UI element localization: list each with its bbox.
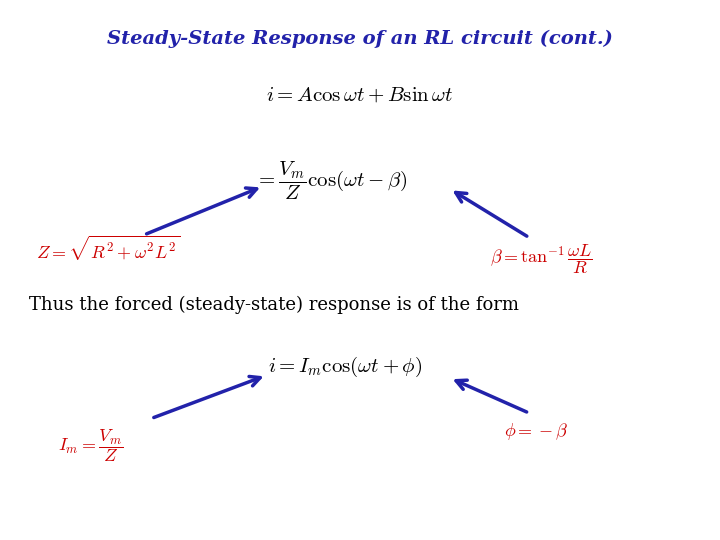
Text: $Z = \sqrt{R^2 + \omega^2 L^2}$: $Z = \sqrt{R^2 + \omega^2 L^2}$ [36, 234, 180, 263]
Text: Thus the forced (steady-state) response is of the form: Thus the forced (steady-state) response … [29, 296, 519, 314]
Text: $i = I_m\cos(\omega t + \phi)$: $i = I_m\cos(\omega t + \phi)$ [269, 355, 423, 379]
Text: $i = A\cos\omega t + B\sin\omega t$: $i = A\cos\omega t + B\sin\omega t$ [266, 84, 454, 105]
Text: $\beta = \tan^{-1}\dfrac{\omega L}{R}$: $\beta = \tan^{-1}\dfrac{\omega L}{R}$ [490, 242, 593, 276]
Text: $\phi = -\beta$: $\phi = -\beta$ [504, 422, 568, 442]
Text: Steady-State Response of an RL circuit (cont.): Steady-State Response of an RL circuit (… [107, 30, 613, 48]
Text: $= \dfrac{V_m}{Z}\cos(\omega t - \beta)$: $= \dfrac{V_m}{Z}\cos(\omega t - \beta)$ [255, 160, 408, 202]
Text: $I_m = \dfrac{V_m}{Z}$: $I_m = \dfrac{V_m}{Z}$ [58, 427, 123, 464]
